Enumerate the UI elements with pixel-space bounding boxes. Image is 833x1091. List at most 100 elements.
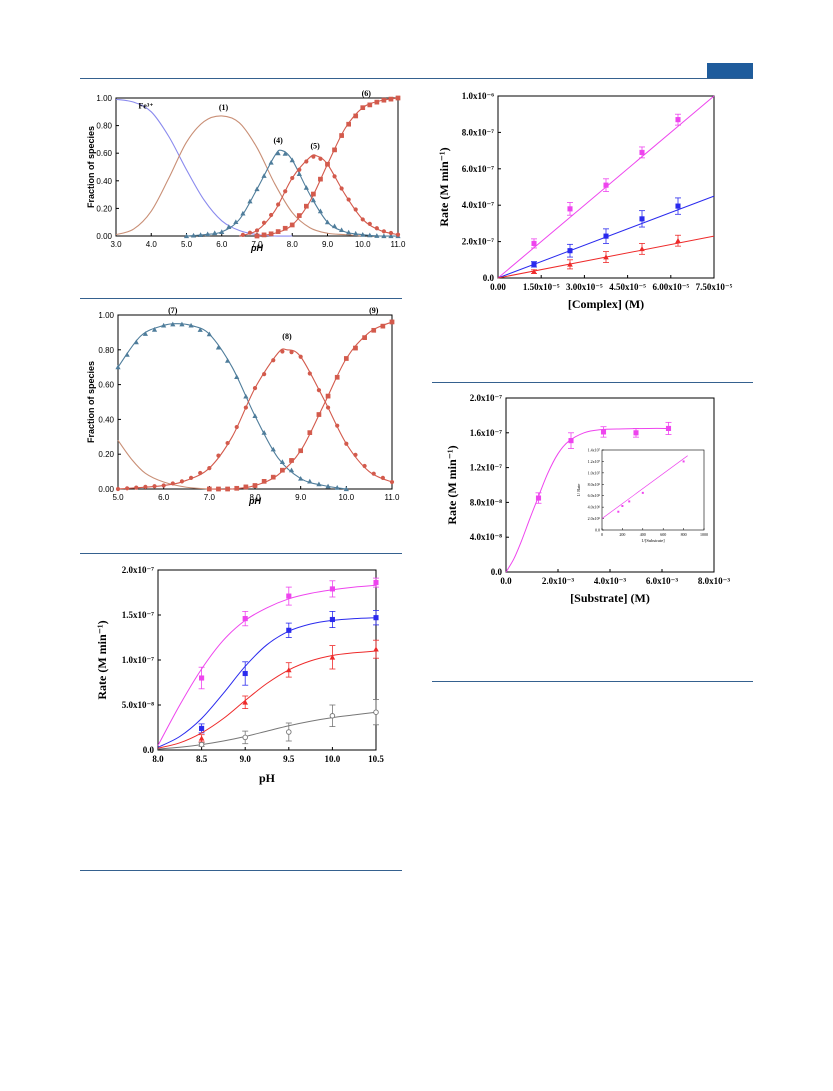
data-point bbox=[373, 580, 379, 586]
data-point bbox=[675, 237, 681, 243]
data-point bbox=[276, 202, 281, 207]
x-tick-label: 3.0 bbox=[110, 240, 122, 249]
data-point bbox=[353, 230, 359, 236]
data-point bbox=[225, 440, 230, 446]
series-curve bbox=[117, 323, 347, 490]
divider-right-1 bbox=[432, 382, 753, 383]
data-point bbox=[242, 670, 248, 677]
y-tick-label: 8.0x10⁻⁸ bbox=[470, 497, 503, 507]
data-point bbox=[142, 331, 148, 336]
data-point bbox=[261, 430, 267, 435]
data-point bbox=[381, 97, 387, 103]
x-tick-label: 3.00x10⁻⁵ bbox=[566, 282, 603, 292]
data-point bbox=[360, 105, 366, 111]
data-point bbox=[286, 593, 292, 599]
y-tick-label: 0.80 bbox=[96, 122, 112, 131]
data-point bbox=[216, 486, 221, 492]
inset-x-axis-label: 1/[Substrate] bbox=[641, 538, 665, 543]
inset-x-tick-label: 0 bbox=[601, 532, 603, 537]
data-point bbox=[329, 654, 336, 660]
data-point bbox=[188, 475, 194, 480]
data-point bbox=[304, 159, 309, 164]
x-axis-label: pH bbox=[259, 771, 276, 785]
data-point bbox=[325, 405, 331, 410]
data-point bbox=[373, 709, 379, 715]
data-point bbox=[247, 198, 253, 204]
series-curve bbox=[115, 98, 293, 237]
data-point bbox=[254, 233, 260, 239]
series-blue bbox=[157, 610, 379, 748]
data-point bbox=[188, 322, 194, 328]
data-point bbox=[325, 393, 331, 399]
divider-left-1 bbox=[80, 298, 402, 299]
data-point bbox=[286, 627, 292, 633]
fit-curve bbox=[505, 427, 669, 573]
data-point bbox=[242, 734, 248, 741]
data-point bbox=[373, 646, 379, 652]
plot-frame bbox=[117, 314, 393, 490]
data-point bbox=[339, 227, 345, 233]
data-point bbox=[639, 246, 645, 252]
data-point bbox=[198, 232, 204, 237]
speciation-chart-2-svg: 5.0 6.0 7.0 8.0 9.0 10.0 11.0 0.00 0.20 0.40 0.60 0… bbox=[86, 306, 400, 506]
x-tick-label: 1.50x10⁻⁵ bbox=[523, 282, 560, 292]
divider-left-3 bbox=[80, 870, 402, 871]
series-magenta bbox=[497, 95, 715, 279]
data-point bbox=[665, 425, 672, 432]
speciation-chart-1: 3.0 4.0 5.0 6.0 7.0 8.0 9.0 10.0 11.0 0.00 0.20 0.4… bbox=[80, 84, 406, 294]
data-point bbox=[179, 479, 185, 484]
x-tick-label: 11.0 bbox=[391, 240, 407, 249]
y-tick-label: 0.0 bbox=[143, 745, 155, 755]
data-point bbox=[381, 229, 386, 234]
data-point bbox=[115, 364, 121, 370]
inset-data-point bbox=[628, 500, 631, 503]
y-tick-label: 0.00 bbox=[96, 232, 112, 241]
series-red bbox=[497, 234, 715, 279]
x-tick-label: 4.0x10⁻³ bbox=[594, 576, 627, 586]
y-tick-label: 1.2x10⁻⁷ bbox=[470, 463, 503, 473]
data-point bbox=[535, 495, 542, 501]
data-point bbox=[199, 725, 205, 731]
data-point bbox=[289, 157, 295, 163]
data-point bbox=[270, 474, 276, 480]
series-label: (7) bbox=[168, 306, 178, 315]
x-axis-label: [Complex] (M) bbox=[568, 297, 644, 311]
data-point bbox=[234, 424, 239, 430]
series-curve bbox=[115, 115, 363, 237]
plot-frame bbox=[157, 569, 377, 751]
y-tick-label: 1.6x10⁻⁷ bbox=[470, 428, 503, 438]
data-point bbox=[371, 327, 377, 333]
speciation-chart-2: 5.0 6.0 7.0 8.0 9.0 10.0 11.0 0.00 0.20 0.40 0.60 0… bbox=[80, 305, 402, 515]
fit-curve bbox=[157, 584, 377, 746]
inset-x-tick-label: 1000 bbox=[700, 532, 708, 537]
data-point bbox=[225, 486, 230, 492]
data-point bbox=[325, 483, 331, 489]
y-tick-label: 0.40 bbox=[98, 415, 114, 424]
series-brown bbox=[117, 439, 210, 490]
data-point bbox=[242, 699, 248, 705]
data-point bbox=[133, 339, 139, 345]
y-tick-label: 5.0x10⁻⁸ bbox=[122, 700, 155, 710]
data-point bbox=[275, 229, 281, 234]
axes: 5.0 6.0 7.0 8.0 9.0 10.0 11.0 0.00 0.20 0.40 0.60 0… bbox=[86, 311, 400, 506]
x-tick-label: 10.0 bbox=[355, 240, 371, 249]
y-tick-label: 0.60 bbox=[98, 381, 114, 390]
data-point bbox=[531, 268, 537, 274]
y-axis-label: Rate (M min⁻¹) bbox=[95, 620, 109, 699]
y-tick-label: 0.20 bbox=[96, 204, 112, 213]
inset-data-point bbox=[641, 491, 644, 494]
inset-y-tick-label: 4.0x10⁶ bbox=[588, 505, 601, 510]
inset-y-tick-label: 6.0x10⁶ bbox=[588, 493, 601, 498]
inset-fit-line bbox=[601, 455, 688, 519]
data-point bbox=[216, 453, 221, 458]
y-tick-label: 2.0x10⁻⁷ bbox=[470, 393, 503, 403]
data-point bbox=[262, 372, 267, 377]
x-tick-label: 6.0x10⁻³ bbox=[646, 576, 679, 586]
data-point bbox=[134, 485, 139, 490]
data-point bbox=[381, 233, 387, 239]
series-(5): (5) bbox=[239, 141, 401, 237]
series-Fe3+: Fe³⁺ bbox=[115, 98, 293, 237]
series-(6): (6) bbox=[254, 89, 401, 239]
data-point bbox=[362, 335, 367, 340]
data-point bbox=[207, 466, 212, 471]
